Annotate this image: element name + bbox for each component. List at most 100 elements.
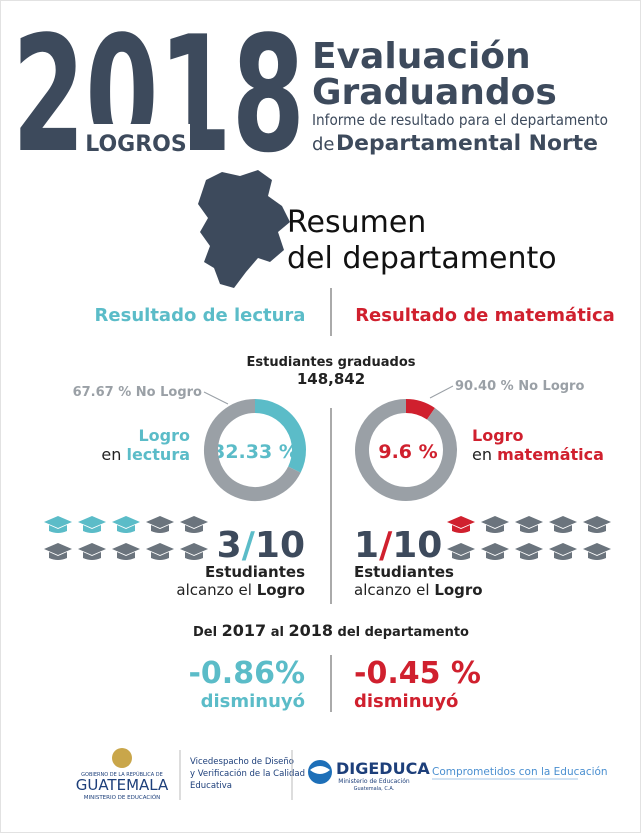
- students-word: Estudiantes: [205, 563, 305, 581]
- cap-top: [146, 543, 174, 555]
- reached: alcanzo el Logro: [354, 581, 483, 599]
- cap: [112, 543, 140, 560]
- vice-line: y Verificación de la Calidad: [190, 768, 305, 779]
- cap-base: [452, 552, 470, 560]
- cap: [146, 543, 174, 560]
- cap-base: [554, 525, 572, 533]
- cap-base: [520, 525, 538, 533]
- globe-swoosh: [310, 766, 330, 774]
- vice-line: Educativa: [190, 781, 232, 791]
- cap-top: [78, 543, 106, 555]
- cap: [180, 516, 208, 533]
- leader-line: [429, 385, 454, 399]
- donut-no-logro: [204, 399, 301, 501]
- cap-top: [481, 516, 509, 528]
- comparison: Del 2017 al 2018 del departamento: [193, 621, 469, 640]
- cap-base: [185, 525, 203, 533]
- cap-base: [49, 552, 67, 560]
- cap-top: [44, 543, 72, 555]
- cap-base: [151, 552, 169, 560]
- vice-line: Vicedespacho de Diseño: [190, 757, 294, 767]
- subject: lectura: [126, 445, 190, 464]
- graduates-value: 148,842: [297, 370, 365, 388]
- comparison-part: Del: [193, 625, 217, 640]
- logro-value: 9.6 %: [378, 441, 437, 463]
- reached: alcanzo el Logro: [176, 581, 305, 599]
- comparison-part: al: [271, 625, 284, 640]
- reading-heading: Resultado de lectura: [95, 305, 306, 326]
- cap: [583, 543, 611, 560]
- cap-base: [117, 525, 135, 533]
- cap-base: [486, 525, 504, 533]
- cap-top: [481, 543, 509, 555]
- cap: [44, 516, 72, 533]
- cap-top: [447, 516, 475, 528]
- cap-base: [117, 552, 135, 560]
- donut-no-logro: [355, 399, 457, 501]
- logro-prefix: en: [101, 445, 121, 464]
- reached-prefix: alcanzo el: [354, 581, 430, 599]
- reached-prefix: alcanzo el: [176, 581, 252, 599]
- cap-top: [112, 543, 140, 555]
- slogan: Comprometidos con la Educación: [432, 766, 608, 778]
- digeduca-sub: Guatemala, C.A.: [354, 786, 395, 792]
- no-logro-label: 67.67 % No Logro: [73, 385, 202, 400]
- cap-base: [83, 552, 101, 560]
- cap-base: [520, 552, 538, 560]
- cap-base: [83, 525, 101, 533]
- ratio: 1/10: [354, 525, 442, 566]
- ratio-total: 10: [255, 525, 305, 566]
- comparison-part: del departamento: [338, 625, 470, 640]
- change: -0.45 %: [354, 656, 481, 691]
- gov-top: GOBIERNO DE LA REPÚBLICA DE: [81, 771, 163, 778]
- ratio-separator: /: [242, 525, 256, 566]
- ratio-achieved: 1: [354, 525, 379, 566]
- badge-box: [82, 124, 190, 158]
- cap-base: [588, 525, 606, 533]
- cap-base: [49, 525, 67, 533]
- digeduca-logo: DIGEDUCA Ministerio de Educación Guatema…: [308, 759, 430, 792]
- cap-base: [588, 552, 606, 560]
- summary-title: del departamento: [287, 241, 557, 276]
- cap-top: [180, 543, 208, 555]
- donut-logro: [405, 399, 435, 420]
- cap-top: [180, 516, 208, 528]
- cap-top: [146, 516, 174, 528]
- donut-logro: [254, 399, 306, 473]
- cap: [112, 516, 140, 533]
- cap: [44, 543, 72, 560]
- cap: [583, 516, 611, 533]
- cap: [481, 543, 509, 560]
- cap-base: [554, 552, 572, 560]
- cap-top: [447, 543, 475, 555]
- department-map: [198, 170, 290, 288]
- cap-top: [112, 516, 140, 528]
- digeduca: DIGEDUCA: [336, 759, 430, 778]
- no-logro-label: 90.40 % No Logro: [455, 379, 584, 394]
- cap: [515, 516, 543, 533]
- students-word: Estudiantes: [354, 563, 454, 581]
- gov-name: GUATEMALA: [76, 776, 169, 794]
- cap-top: [44, 516, 72, 528]
- cap-top: [515, 543, 543, 555]
- subject: matemática: [497, 445, 604, 464]
- logro-subject: en lectura: [101, 445, 190, 464]
- emblem: [112, 748, 132, 768]
- cap-base: [185, 552, 203, 560]
- ratio-total: 10: [392, 525, 442, 566]
- cap: [146, 516, 174, 533]
- ratio: 3/10: [217, 525, 305, 566]
- year: 2018: [12, 1, 305, 188]
- prefix: de: [312, 134, 335, 155]
- digeduca-sub: Ministerio de Educación: [338, 778, 410, 785]
- logro-subject: en matemática: [472, 445, 604, 464]
- cap: [180, 543, 208, 560]
- cap-top: [78, 516, 106, 528]
- cap: [515, 543, 543, 560]
- ratio-achieved: 3: [217, 525, 242, 566]
- cap: [78, 543, 106, 560]
- cap-top: [515, 516, 543, 528]
- comparison-year: 2018: [288, 621, 333, 640]
